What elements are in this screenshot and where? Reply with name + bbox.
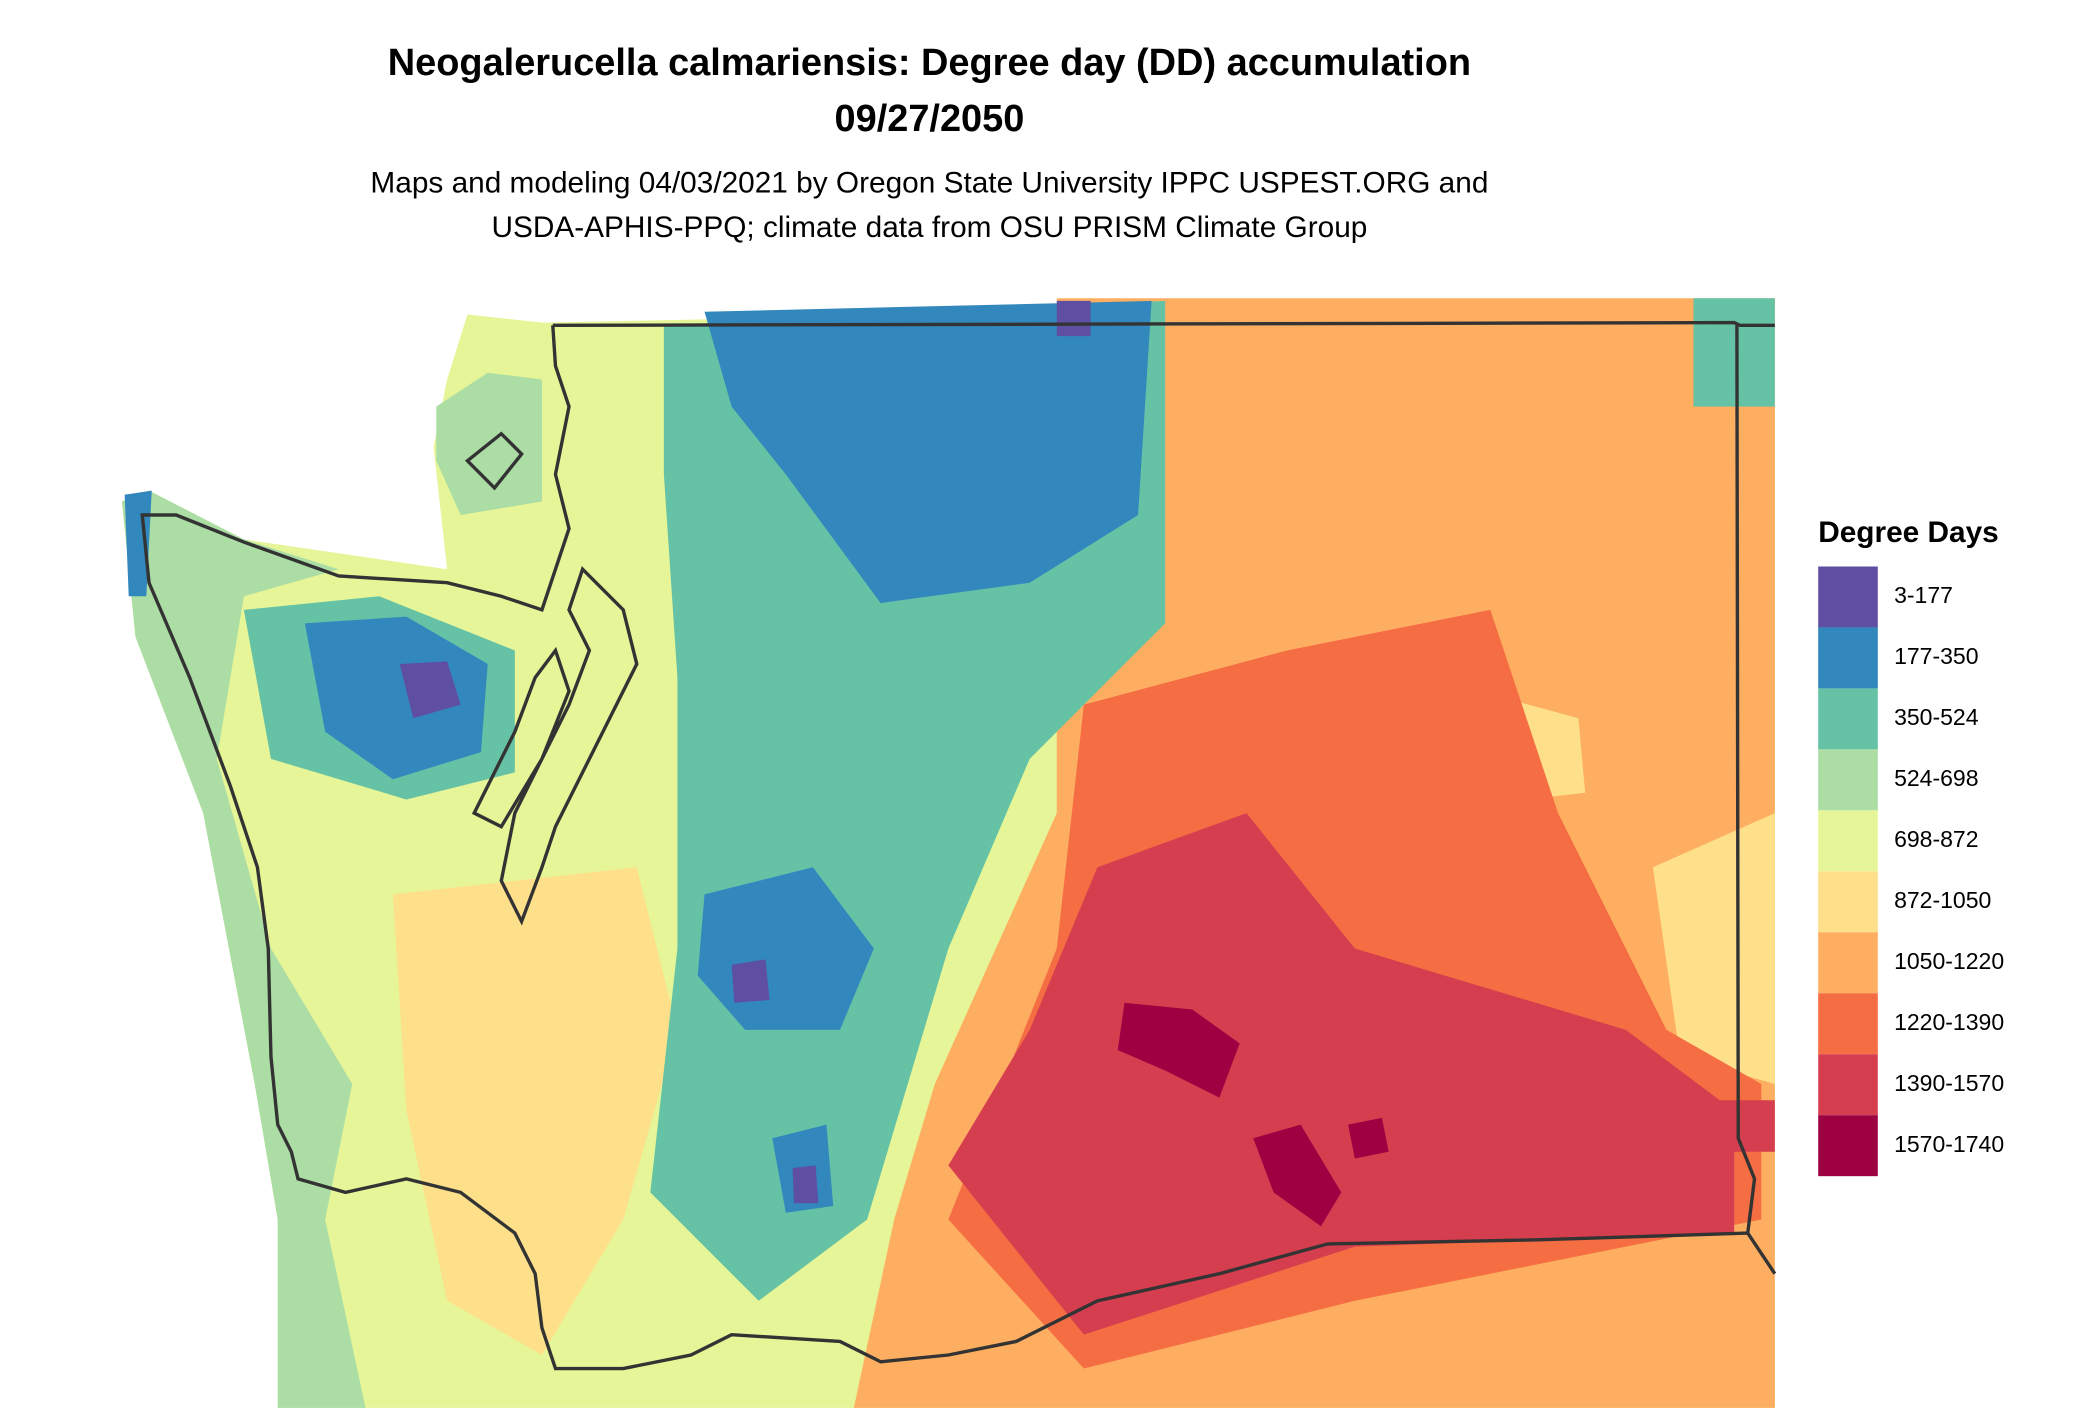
region [1652,813,1775,1085]
map [121,298,1777,1408]
legend-swatch [1818,932,1878,994]
legend-swatch [1818,1054,1878,1116]
state-outline [140,320,1777,1371]
legend-label: 524-698 [1894,765,1978,791]
legend-swatch [1818,871,1878,933]
legend-title: Degree Days [1818,516,1999,549]
legend-swatch [1818,810,1878,872]
region [731,959,770,1003]
region [392,867,678,1355]
region [1348,1117,1389,1159]
legend-label: 3-177 [1894,582,1953,608]
legend-label: 1570-1740 [1894,1131,2004,1157]
legend: 3-177 177-350 350-524 524-698 698-872 872-105… [1818,566,2004,1177]
sound-outline [464,431,639,926]
legend-label: 1390-1570 [1894,1070,2004,1096]
legend-label: 872-1050 [1894,887,1991,913]
region [704,300,1152,604]
subtitle: USDA-APHIS-PPQ; climate data from OSU PR… [491,211,1367,244]
region [399,661,461,719]
region [948,813,1735,1335]
legend-label: 177-350 [1894,643,1978,669]
legend-label: 698-872 [1894,826,1978,852]
region [304,616,488,780]
legend-swatch [1818,993,1878,1055]
region [124,490,152,597]
legend-label: 1220-1390 [1894,1009,2004,1035]
legend-swatch [1818,627,1878,689]
legend-swatch [1818,688,1878,750]
region [1253,1124,1342,1227]
date: 09/27/2050 [835,98,1025,140]
region [1056,300,1091,337]
region [1693,298,1775,407]
legend-swatch [1818,566,1878,628]
legend-label: 350-524 [1894,704,1979,730]
legend-label: 1050-1220 [1894,948,2004,974]
subtitle: Maps and modeling 04/03/2021 by Oregon S… [370,166,1488,199]
legend-swatch [1818,1115,1878,1177]
region [1720,1100,1775,1152]
region [792,1165,819,1204]
title: Neogalerucella calmariensis: Degree day … [388,42,1471,84]
region [1117,1002,1240,1098]
region [121,490,366,1408]
legend-swatch [1818,749,1878,811]
